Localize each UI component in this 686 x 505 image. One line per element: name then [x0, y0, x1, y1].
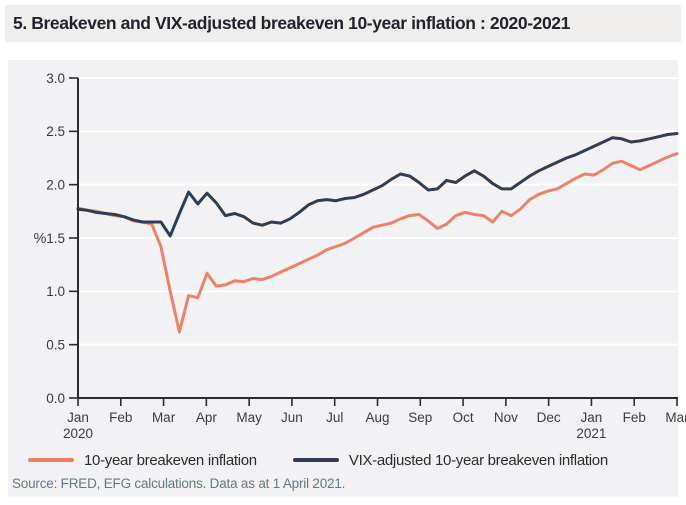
x-tick-label: Mar: [152, 410, 176, 425]
x-tick-label: Nov: [494, 410, 518, 425]
y-axis-unit-label: %: [34, 231, 47, 247]
x-tick-label: Aug: [365, 410, 389, 425]
y-tick-label: 0.5: [46, 337, 65, 352]
x-tick-label: Feb: [109, 410, 132, 425]
figure-title: 5. Breakeven and VIX-adjusted breakeven …: [13, 13, 570, 33]
x-tick-label: Mar: [665, 410, 686, 425]
x-tick-label: Jul: [326, 410, 343, 425]
x-tick-label: Apr: [196, 410, 218, 425]
legend-label-breakeven: 10-year breakeven inflation: [84, 451, 257, 469]
x-tick-label: Jun: [281, 410, 303, 425]
x-tick-label: Jan: [581, 410, 603, 425]
legend-swatch-orange: [28, 458, 74, 462]
legend-swatch-navy: [292, 458, 339, 462]
source-note: Source: FRED, EFG calculations. Data as …: [12, 476, 346, 491]
x-tick-label: Sep: [408, 410, 432, 425]
y-tick-label: 3.0: [46, 71, 65, 86]
y-tick-label: 0.0: [46, 391, 65, 406]
x-tick-label: Feb: [623, 410, 646, 425]
x-tick-label: Dec: [537, 410, 561, 425]
legend-item-breakeven: 10-year breakeven inflation: [28, 452, 257, 469]
x-year-label: 2021: [576, 426, 606, 441]
chart-panel: 0.0 0.5 1.0 1.5 2.0 2.5 3.0% Jan Feb Mar Apr May Jun…: [8, 60, 686, 497]
y-tick-label: 1.5: [46, 231, 65, 246]
y-tick-label: 2.0: [46, 177, 65, 192]
series-line-1: [76, 132, 679, 238]
series-line-0: [76, 152, 679, 334]
x-tick-label: May: [236, 410, 262, 425]
chart-legend: 10-year breakeven inflation VIX-adjusted…: [28, 450, 678, 470]
legend-label-vix-adjusted: VIX-adjusted 10-year breakeven inflation: [348, 451, 608, 469]
y-tick-label: 2.5: [46, 124, 65, 139]
x-year-label: 2020: [63, 426, 93, 441]
figure-title-bar: 5. Breakeven and VIX-adjusted breakeven …: [5, 5, 681, 42]
breakeven-line-chart: 0.0 0.5 1.0 1.5 2.0 2.5 3.0% Jan Feb Mar Apr May Jun…: [34, 71, 686, 441]
legend-item-vix-adjusted: VIX-adjusted 10-year breakeven inflation: [292, 451, 608, 469]
y-tick-label: 1.0: [46, 284, 65, 299]
x-tick-label: Jan: [67, 410, 89, 425]
x-tick-label: Oct: [453, 410, 474, 425]
